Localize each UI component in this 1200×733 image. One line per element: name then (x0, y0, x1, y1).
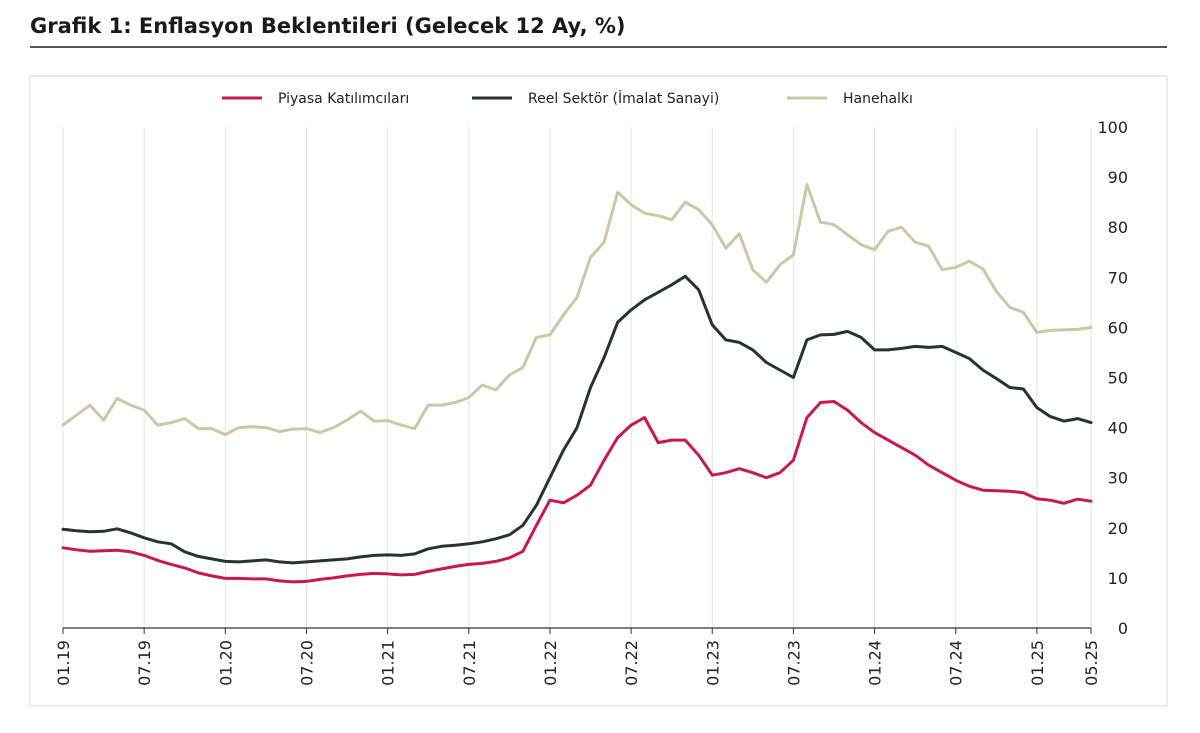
x-tick-label: 07.20 (297, 640, 316, 686)
y-tick-label: 100 (1097, 118, 1128, 137)
x-tick-label: 01.21 (379, 640, 398, 686)
x-tick-label: 07.22 (622, 640, 641, 686)
chart-frame (29, 75, 1168, 707)
y-tick-label: 10 (1108, 569, 1128, 588)
y-tick-label: 20 (1108, 519, 1128, 538)
y-tick-label: 70 (1108, 268, 1128, 287)
legend-label-3: Hanehalkı (843, 91, 913, 107)
y-tick-label: 40 (1108, 419, 1128, 438)
x-tick-label: 01.24 (866, 640, 885, 686)
chart-title: Grafik 1: Enflasyon Beklentileri (Gelece… (30, 14, 626, 38)
axis-layer: 01.19 07.19 01.20 07.20 01.21 07.21 01.22 07.22… (54, 118, 1128, 686)
y-tick-label: 60 (1108, 318, 1128, 337)
x-tick-label: 05.25 (1082, 640, 1101, 686)
series-line-2 (61, 274, 1093, 565)
grid-layer (62, 127, 1092, 628)
legend-label-1: Piyasa Katılımcıları (278, 91, 409, 107)
y-tick-label: 0 (1118, 619, 1128, 638)
x-tick-label: 07.24 (947, 640, 966, 686)
legend-layer: Piyasa Katılımcıları Reel Sektör (İmalat … (222, 89, 913, 107)
x-tick-label: 01.25 (1028, 640, 1047, 686)
x-tick-label: 07.19 (135, 640, 154, 686)
x-tick-label: 01.20 (216, 640, 235, 686)
y-tick-label: 90 (1108, 168, 1128, 187)
series-line-3 (61, 183, 1093, 437)
x-tick-label: 01.19 (54, 640, 73, 686)
legend-label-2: Reel Sektör (İmalat Sanayi) (528, 89, 719, 107)
y-tick-label: 30 (1108, 469, 1128, 488)
series-line-1 (61, 400, 1093, 584)
x-tick-label: 07.23 (784, 640, 803, 686)
x-tick-label: 01.22 (541, 640, 560, 686)
title-rule (30, 46, 1167, 48)
y-tick-label: 50 (1108, 369, 1128, 388)
x-tick-label: 07.21 (460, 640, 479, 686)
y-tick-label: 80 (1108, 218, 1128, 237)
series-layer (61, 183, 1093, 584)
x-tick-label: 01.23 (703, 640, 722, 686)
